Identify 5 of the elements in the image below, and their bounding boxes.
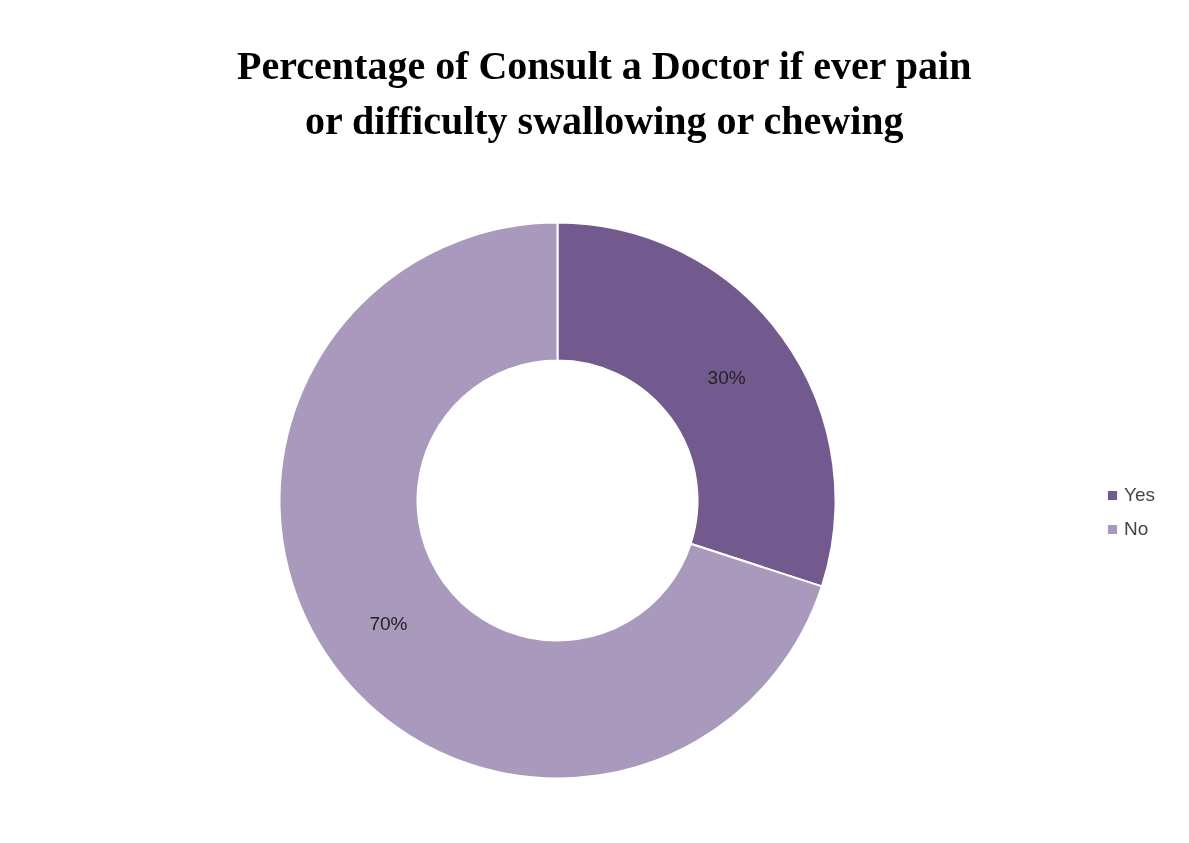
chart-title: Percentage of Consult a Doctor if ever pain or difficulty swallowing or chewing: [237, 43, 972, 143]
data-label: 70%: [369, 612, 408, 634]
legend-label: Yes: [1124, 484, 1155, 506]
data-label: 30%: [707, 367, 746, 389]
legend-label: No: [1124, 518, 1149, 540]
